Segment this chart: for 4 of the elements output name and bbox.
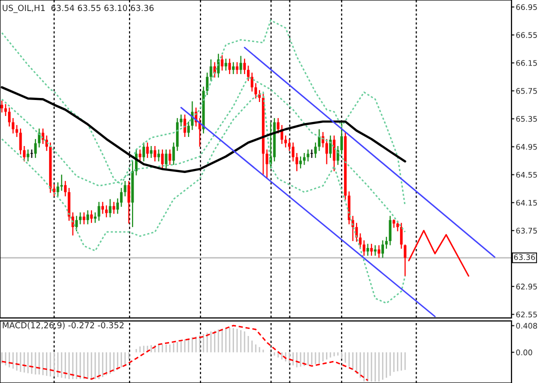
chart-title: MACD(12,26,9) -0.272 -0.352 (2, 322, 124, 330)
text: US_OIL,H1 63.54 63.55 63.10 63.36 (2, 4, 154, 13)
line-series (408, 230, 470, 277)
line-series (1, 92, 406, 304)
